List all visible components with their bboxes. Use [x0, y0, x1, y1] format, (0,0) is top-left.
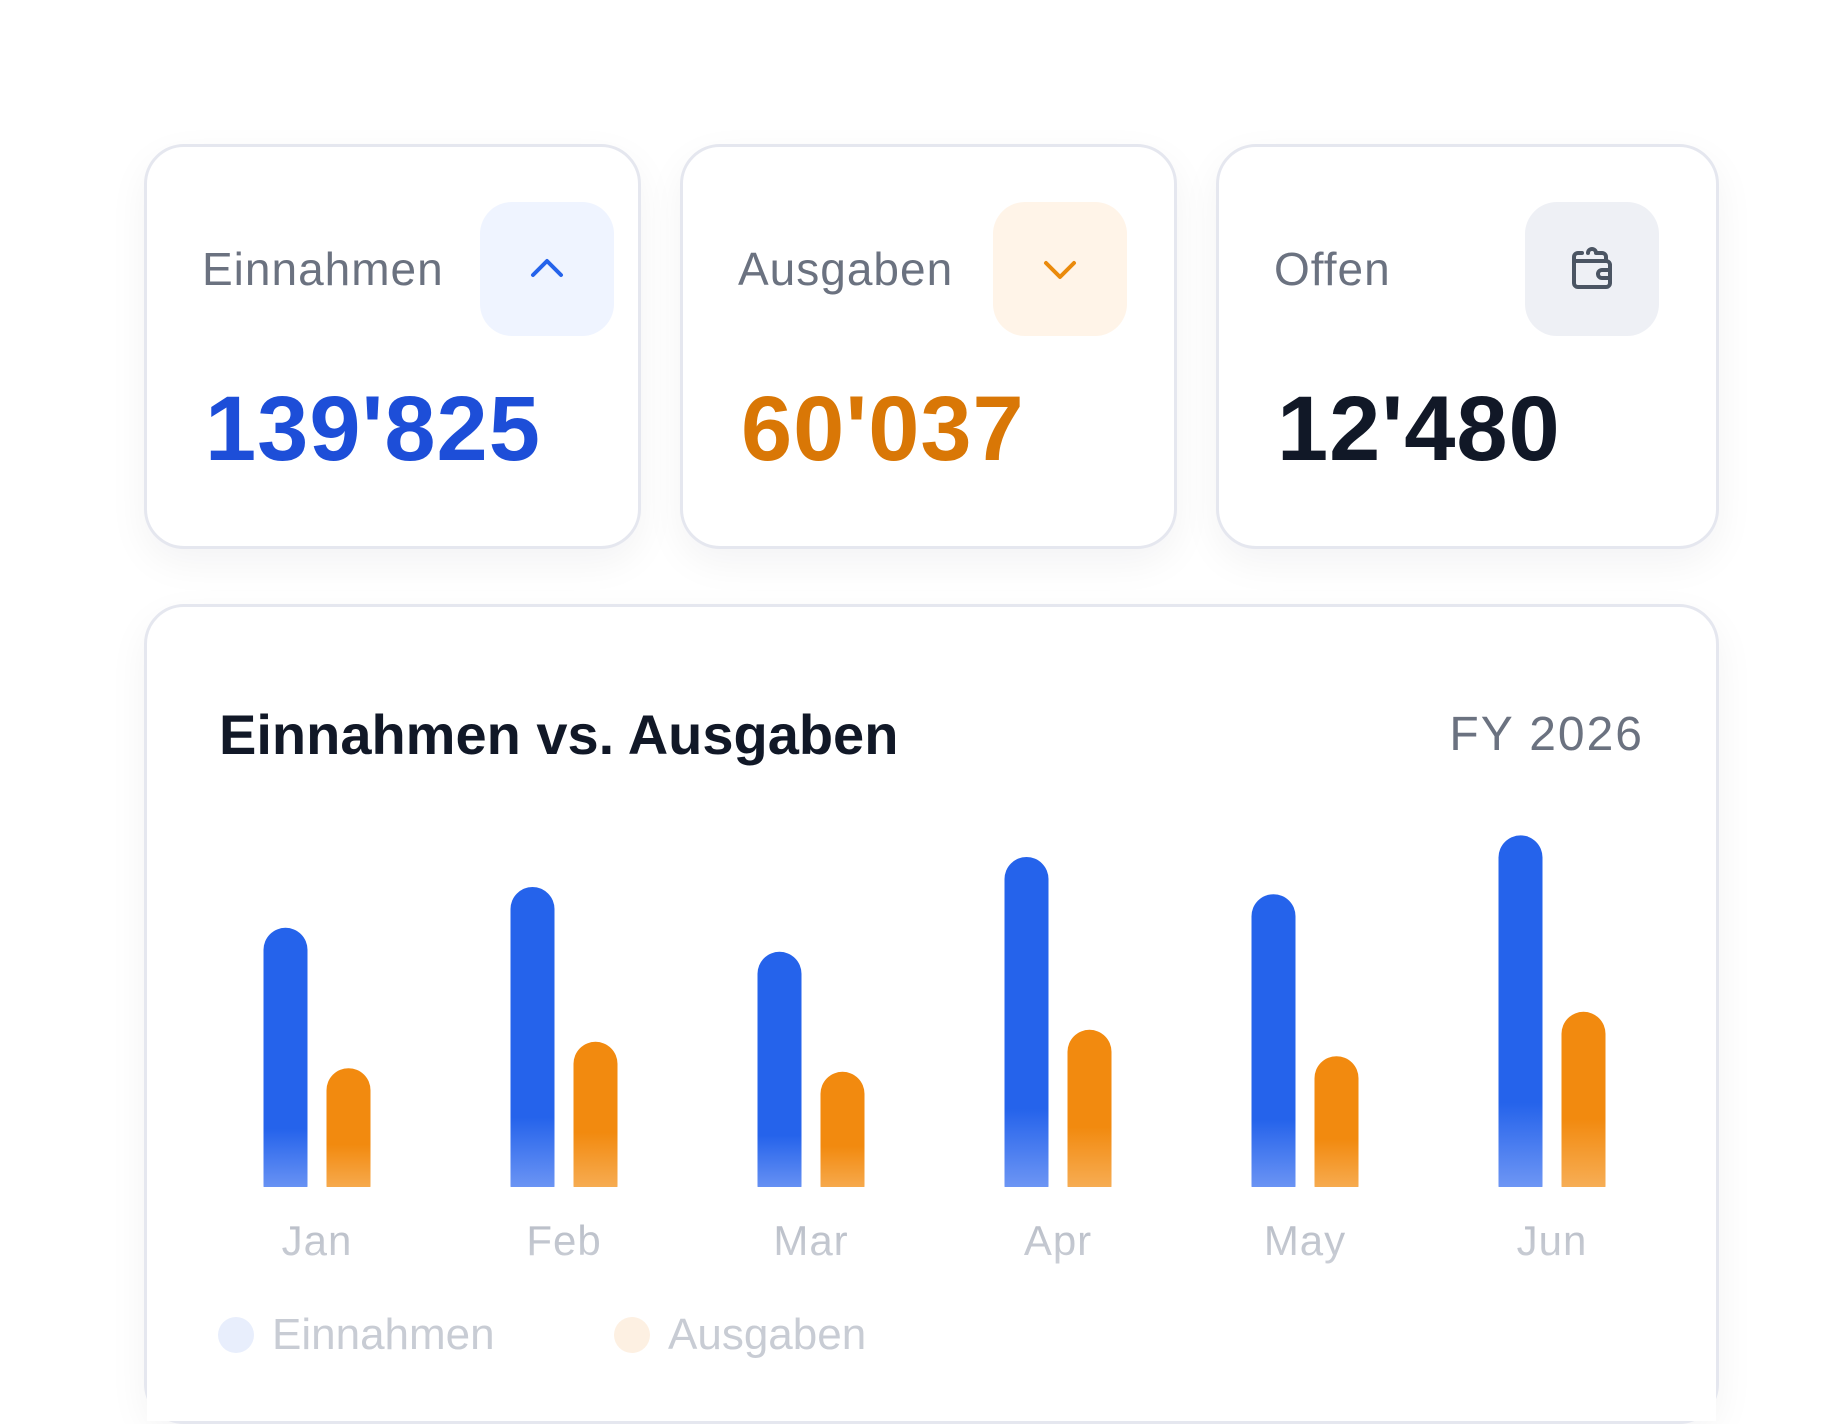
stat-value: 139'825 [205, 378, 541, 480]
bar-einnahmen-may[interactable] [1251, 894, 1296, 1207]
x-tick-label: Jan [282, 1217, 353, 1264]
chevron-down-icon [993, 202, 1127, 336]
bar-ausgaben-feb[interactable] [573, 1041, 618, 1207]
bar-ausgaben-apr[interactable] [1067, 1029, 1112, 1207]
legend-dot-einnahmen [218, 1317, 254, 1353]
x-tick-label: Mar [773, 1217, 848, 1264]
wallet-icon [1525, 202, 1659, 336]
bar-einnahmen-mar[interactable] [757, 951, 802, 1207]
x-tick-label: Apr [1024, 1217, 1092, 1264]
bar-einnahmen-jun[interactable] [1498, 835, 1543, 1207]
bar-ausgaben-mar[interactable] [820, 1071, 865, 1207]
legend-label: Einnahmen [272, 1310, 495, 1359]
stat-label: Offen [1274, 243, 1391, 295]
stat-value: 60'037 [741, 378, 1025, 480]
stat-card-ausgaben[interactable]: Ausgaben 60'037 [680, 144, 1177, 549]
x-tick-label: Feb [526, 1217, 601, 1264]
stat-label: Ausgaben [738, 243, 954, 295]
bar-einnahmen-feb[interactable] [510, 887, 555, 1207]
stat-value: 12'480 [1277, 378, 1561, 480]
bar-einnahmen-apr[interactable] [1004, 857, 1049, 1207]
legend-label: Ausgaben [668, 1310, 867, 1359]
x-tick-label: Jun [1517, 1217, 1588, 1264]
chart-title: Einnahmen vs. Ausgaben [219, 703, 899, 766]
legend-ausgaben: Ausgaben [614, 1310, 866, 1360]
stat-card-einnahmen[interactable]: Einnahmen 139'825 [144, 144, 641, 549]
chart-card: Einnahmen vs. Ausgaben FY 2026 Jan Feb Mar… [144, 604, 1719, 1424]
bar-ausgaben-jun[interactable] [1561, 1011, 1606, 1207]
x-tick-label: May [1264, 1217, 1346, 1264]
stat-label: Einnahmen [202, 243, 444, 295]
bar-ausgaben-may[interactable] [1314, 1056, 1359, 1207]
legend-einnahmen: Einnahmen [218, 1310, 495, 1360]
legend-dot-ausgaben [614, 1317, 650, 1353]
stat-card-offen[interactable]: Offen 12'480 [1216, 144, 1719, 549]
bar-einnahmen-jan[interactable] [263, 927, 308, 1207]
bar-chart: Jan Feb Mar Apr May Jun [263, 835, 1606, 1264]
bar-ausgaben-jan[interactable] [326, 1068, 371, 1207]
chevron-up-icon [480, 202, 614, 336]
fiscal-year-label[interactable]: FY 2026 [1449, 708, 1644, 761]
